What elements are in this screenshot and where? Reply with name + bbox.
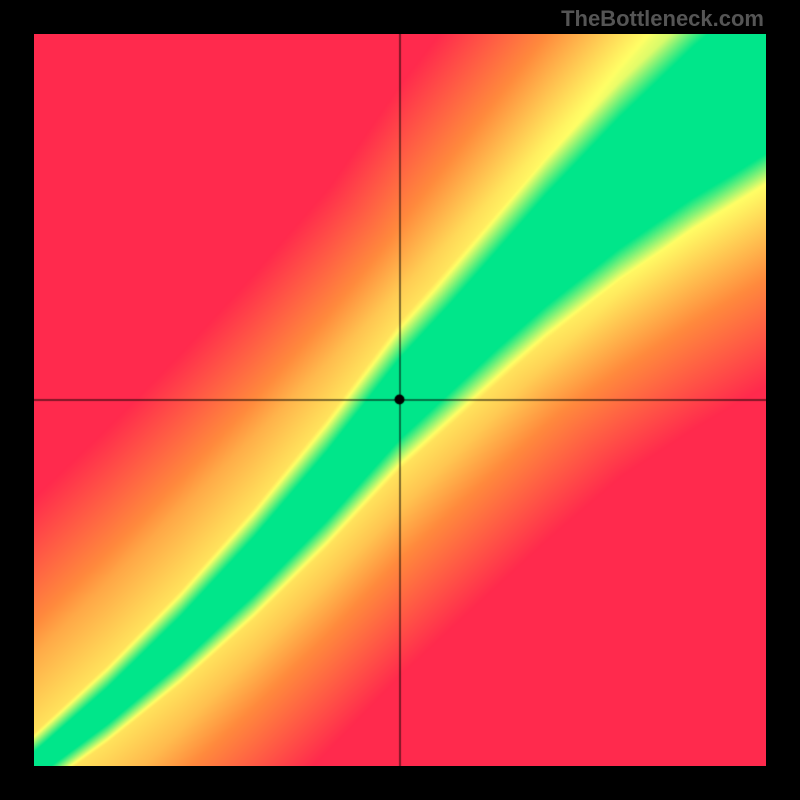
chart-container: TheBottleneck.com xyxy=(0,0,800,800)
bottleneck-heatmap xyxy=(34,34,766,766)
watermark-text: TheBottleneck.com xyxy=(561,6,764,32)
